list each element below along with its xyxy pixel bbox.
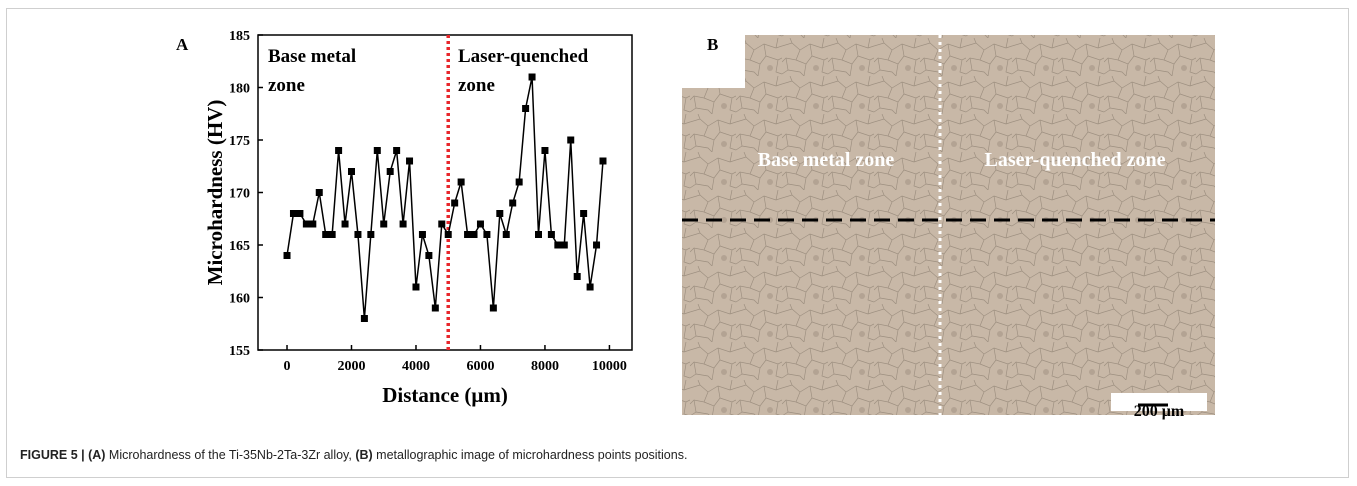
data-point xyxy=(483,231,491,238)
data-point xyxy=(509,199,517,207)
annotation: zone xyxy=(458,75,495,96)
data-point xyxy=(573,273,581,280)
annotation: zone xyxy=(268,75,305,96)
data-point xyxy=(496,210,504,217)
x-tick-label: 10000 xyxy=(592,359,627,374)
data-point xyxy=(464,231,472,238)
data-point xyxy=(560,241,568,249)
data-point xyxy=(283,252,291,259)
data-point xyxy=(360,315,368,322)
figure: A B Base metal zone Laser-quenched zone … xyxy=(176,29,1215,420)
data-point xyxy=(567,136,575,144)
data-point xyxy=(373,147,381,154)
caption: FIGURE 5 | (A) Microhardness of the Ti-3… xyxy=(20,448,687,462)
data-line xyxy=(286,76,604,319)
x-tick-label: 4000 xyxy=(402,359,430,374)
data-point xyxy=(296,210,304,217)
data-point xyxy=(386,168,394,175)
data-point xyxy=(425,252,433,259)
caption-part: FIGURE 5 | (A) xyxy=(20,448,106,462)
y-axis-label: Microhardness (HV) xyxy=(203,100,227,286)
data-point xyxy=(309,220,317,228)
data-point xyxy=(593,241,601,249)
data-point xyxy=(335,147,343,154)
data-point xyxy=(322,231,330,238)
data-point xyxy=(586,283,594,291)
annotation: Laser-quenched xyxy=(458,46,589,67)
data-point xyxy=(431,304,439,312)
data-point xyxy=(451,199,459,207)
y-tick-label: 170 xyxy=(229,187,250,202)
data-point xyxy=(302,220,310,228)
data-point xyxy=(535,231,542,238)
data-point xyxy=(580,210,588,217)
caption-part: (B) xyxy=(355,448,373,462)
data-point xyxy=(547,231,555,238)
data-point xyxy=(289,210,297,217)
data-point xyxy=(315,189,323,196)
data-point xyxy=(380,220,388,228)
panel-label: A xyxy=(176,35,189,54)
data-point xyxy=(367,231,375,238)
plot-frame xyxy=(257,34,633,351)
y-tick-label: 160 xyxy=(229,292,250,307)
data-point xyxy=(541,147,549,154)
zone-label: Laser-quenched zone xyxy=(985,149,1166,171)
x-tick-label: 0 xyxy=(284,359,291,374)
scale-bar-label: 200 μm xyxy=(1134,403,1185,420)
y-tick-label: 155 xyxy=(229,344,250,359)
data-point xyxy=(522,105,530,112)
x-axis-label: Distance (μm) xyxy=(382,383,508,407)
x-tick-label: 8000 xyxy=(531,359,559,374)
micrograph xyxy=(682,35,1215,415)
data-point xyxy=(554,241,562,249)
annotation: Base metal xyxy=(268,46,356,67)
data-point xyxy=(438,220,446,228)
data-point xyxy=(444,231,452,238)
data-point xyxy=(341,220,349,228)
data-point xyxy=(476,220,484,228)
y-tick-label: 185 xyxy=(229,29,250,44)
x-tick-label: 2000 xyxy=(338,359,366,374)
data-point xyxy=(528,73,536,81)
data-point xyxy=(406,157,414,165)
figure-frame xyxy=(6,8,1349,478)
caption-part: Microhardness of the Ti-35Nb-2Ta-3Zr all… xyxy=(105,448,356,462)
data-point xyxy=(393,147,401,154)
data-point xyxy=(418,231,426,238)
panel-label: B xyxy=(707,35,718,54)
y-tick-label: 165 xyxy=(229,239,250,254)
data-point xyxy=(354,231,362,238)
x-tick-label: 6000 xyxy=(466,359,494,374)
data-point xyxy=(328,231,336,238)
data-point xyxy=(348,168,355,175)
data-point xyxy=(412,283,420,291)
scale-bg xyxy=(1111,393,1207,411)
data-point xyxy=(515,178,523,186)
data-point xyxy=(457,178,465,186)
data-point xyxy=(502,231,510,238)
caption-part: metallographic image of microhardness po… xyxy=(372,448,688,462)
data-point xyxy=(470,231,478,238)
y-tick-label: 175 xyxy=(229,134,250,149)
data-point xyxy=(489,304,497,312)
y-tick-label: 180 xyxy=(229,82,250,97)
data-point xyxy=(399,220,407,228)
data-point xyxy=(599,157,607,165)
zone-label: Base metal zone xyxy=(758,149,895,171)
